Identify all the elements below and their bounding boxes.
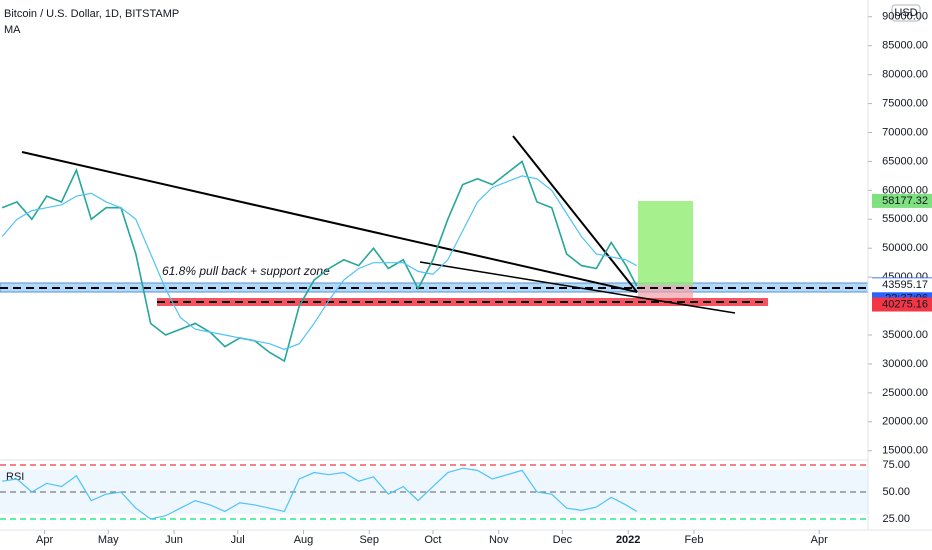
price-label: 58177.32 [882, 195, 928, 207]
stop-box [638, 285, 693, 298]
y-tick-label: 65000.00 [882, 155, 928, 167]
y2-tick-label: 50.00 [882, 486, 910, 498]
y-tick-label: 85000.00 [882, 40, 928, 52]
y-tick-label: 35000.00 [882, 329, 928, 341]
target-box [638, 201, 693, 285]
x-tick-label: Aug [294, 534, 314, 546]
price-label: 40275.16 [882, 298, 928, 310]
price-line [1, 160, 638, 363]
y-tick-label: 60000.00 [882, 184, 928, 196]
x-tick-label: Jun [165, 534, 183, 546]
y-tick-label: 25000.00 [882, 387, 928, 399]
y2-tick-label: 25.00 [882, 513, 910, 525]
y-tick-label: 70000.00 [882, 126, 928, 138]
currency: USD [894, 7, 917, 19]
x-tick-label: Apr [811, 534, 828, 546]
currency-box [891, 4, 921, 22]
chart-title: Bitcoin / U.S. Dollar, 1D, BITSTAMP [4, 8, 179, 20]
x-tick-label: May [98, 534, 119, 546]
trendline [512, 135, 638, 293]
y-tick-label: 15000.00 [882, 445, 928, 457]
price-label-box [872, 297, 932, 312]
y-tick-label: 30000.00 [882, 358, 928, 370]
annotation: 61.8% pull back + support zone [162, 264, 330, 278]
y-tick-label: 75000.00 [882, 97, 928, 109]
y-tick-label: 80000.00 [882, 69, 928, 81]
x-tick-label: Oct [424, 534, 441, 546]
rsi-line [2, 467, 637, 520]
indicator-label: MA [4, 24, 21, 36]
price-label-box [872, 278, 932, 293]
x-tick-label: Apr [36, 534, 53, 546]
x-tick-label: Sep [359, 534, 379, 546]
trendline [419, 261, 736, 314]
y-tick-label: 55000.00 [882, 213, 928, 225]
price-label-box [872, 193, 932, 208]
y-tick-label: 90000.00 [882, 11, 928, 23]
x-tick-label: Jul [231, 534, 245, 546]
rsi-label: RSI [6, 471, 24, 483]
x-tick-label: Nov [489, 534, 509, 546]
trendline [21, 151, 638, 293]
y2-tick-label: 75.00 [882, 459, 910, 471]
y-tick-label: 20000.00 [882, 416, 928, 428]
price-label: 43595.17 [882, 279, 928, 291]
x-tick-label: Dec [553, 534, 573, 546]
ma-line [1, 175, 637, 351]
x-tick-label: Feb [684, 534, 703, 546]
y-tick-label: 50000.00 [882, 242, 928, 254]
x-tick-label: 2022 [616, 534, 640, 546]
